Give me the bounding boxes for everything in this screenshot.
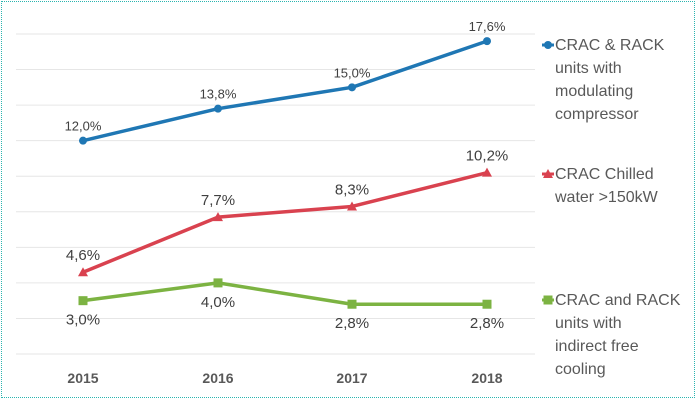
data-point-marker [482, 299, 492, 309]
series-3: 3,0% 4,0% 2,8% 2,8% [66, 278, 504, 332]
legend-label: CRAC and RACK [555, 292, 681, 309]
data-label: 15,0% [334, 65, 371, 80]
data-point-marker [347, 299, 357, 309]
data-label: 8,3% [335, 181, 369, 198]
data-point-marker [78, 267, 88, 277]
series-line [81, 281, 489, 306]
legend-label: cooling [555, 361, 606, 378]
x-axis-ticks: 2015 2016 2017 2018 [67, 370, 502, 386]
legend: CRAC & RACK units with modulating compresso… [542, 37, 681, 378]
data-point-marker [213, 212, 223, 222]
data-label: 12,0% [65, 119, 102, 134]
series-line [81, 39, 489, 143]
data-label: 7,7% [201, 192, 235, 209]
legend-item-3: CRAC and RACK units with indirect free cool… [542, 292, 681, 378]
data-label: 2,8% [470, 315, 504, 332]
legend-item-1: CRAC & RACK units with modulating compresso… [542, 37, 665, 123]
data-point-marker [348, 83, 356, 92]
legend-label: compressor [555, 106, 639, 123]
legend-label: modulating [555, 83, 633, 100]
x-tick-label: 2016 [202, 370, 233, 386]
legend-marker-icon [543, 169, 553, 178]
x-tick-label: 2017 [336, 370, 367, 386]
legend-label: indirect free [555, 338, 639, 355]
legend-label: units with [555, 60, 622, 77]
data-point-marker [347, 201, 357, 211]
data-point-marker [213, 278, 223, 288]
x-tick-label: 2015 [67, 370, 98, 386]
data-point-marker [483, 37, 491, 46]
legend-label: CRAC & RACK [555, 37, 665, 54]
data-point-marker [482, 167, 492, 177]
legend-label: units with [555, 315, 622, 332]
data-label: 2,8% [335, 315, 369, 332]
legend-marker-icon [543, 295, 553, 305]
data-label: 13,8% [200, 87, 237, 102]
data-point-marker [79, 136, 87, 145]
data-label: 4,0% [201, 294, 235, 311]
data-point-marker [214, 104, 222, 113]
legend-marker-icon [544, 41, 552, 49]
legend-label: water >150kW [554, 189, 659, 206]
data-label: 4,6% [66, 247, 100, 264]
legend-item-2: CRAC Chilled water >150kW [542, 166, 659, 206]
series-1: 12,0% 13,8% 15,0% 17,6% [65, 19, 506, 145]
data-label: 17,6% [469, 19, 506, 34]
series-group: 12,0% 13,8% 15,0% 17,6% 4,6% 7,7% 8,3% 10,2% 3,0… [65, 19, 509, 332]
x-tick-label: 2018 [471, 370, 502, 386]
data-point-marker [78, 296, 88, 306]
data-label: 10,2% [466, 148, 509, 165]
series-line [81, 170, 489, 274]
series-2: 4,6% 7,7% 8,3% 10,2% [66, 148, 508, 277]
legend-label: CRAC Chilled [555, 166, 654, 183]
data-label: 3,0% [66, 312, 100, 329]
gridlines [16, 33, 535, 355]
